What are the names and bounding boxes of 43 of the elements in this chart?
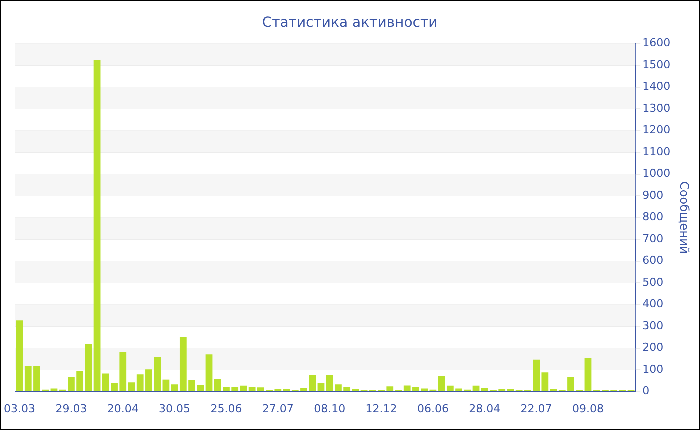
bar	[472, 386, 480, 392]
bar	[128, 382, 136, 392]
chart-title: Статистика активности	[262, 15, 438, 32]
x-tick-label: 28.04	[469, 402, 501, 416]
x-tick-label: 06.06	[417, 402, 449, 416]
y-tick-label: 600	[642, 254, 664, 268]
x-tick-label: 03.03	[4, 402, 36, 416]
bar	[240, 386, 248, 392]
y-tick-label: 0	[642, 384, 650, 398]
y-tick-label: 400	[642, 298, 664, 311]
y-tick-label: 1000	[642, 167, 671, 180]
bar	[94, 60, 101, 392]
bar	[50, 388, 58, 392]
x-tick-label: 12.12	[366, 402, 398, 416]
y-tick-label: 1500	[642, 58, 671, 72]
y-tick-label: 700	[642, 232, 664, 246]
bar	[318, 384, 325, 392]
y-tick-label: 500	[642, 276, 664, 289]
bar	[507, 388, 514, 392]
y-tick-label: 1100	[642, 145, 671, 158]
x-tick-label: 25.06	[210, 402, 242, 416]
y-tick-label: 1600	[642, 36, 671, 50]
y-tick-label: 1200	[642, 124, 671, 137]
x-tick-label: 29.03	[56, 402, 88, 416]
bar	[283, 388, 290, 392]
x-tick-label: 09.08	[572, 402, 604, 416]
y-tick-label: 1300	[642, 102, 671, 115]
y-tick-label: 100	[642, 362, 664, 376]
bar	[16, 320, 24, 392]
y-tick-label: 1400	[642, 80, 671, 94]
x-tick-label: 27.07	[262, 402, 294, 416]
y-axis-title: Сообщений	[678, 182, 692, 254]
x-tick-label: 20.04	[107, 402, 139, 416]
x-tick-label: 22.07	[520, 402, 552, 416]
y-tick-label: 900	[642, 188, 664, 202]
bar	[206, 354, 213, 392]
y-tick-label: 200	[642, 341, 664, 354]
x-tick-label: 08.10	[314, 402, 346, 416]
x-tick-label: 30.05	[159, 402, 191, 416]
bar	[584, 358, 592, 392]
bar	[550, 388, 558, 392]
y-tick-label: 800	[642, 210, 664, 224]
y-tick-label: 300	[642, 319, 664, 332]
